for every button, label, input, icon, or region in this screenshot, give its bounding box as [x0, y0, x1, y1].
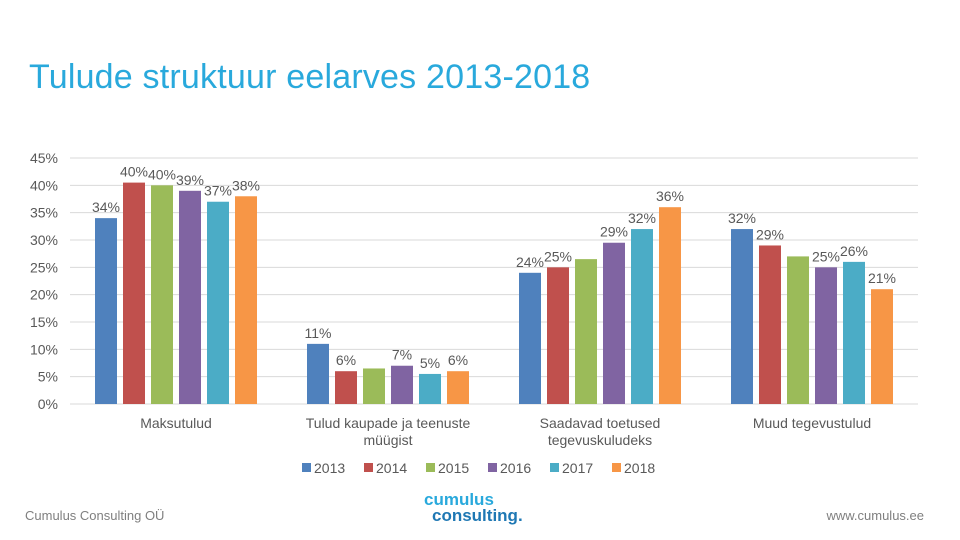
bar-2013 [519, 272, 541, 404]
footer-company: Cumulus Consulting OÜ [25, 508, 165, 523]
x-category-label: müügist [363, 432, 412, 448]
data-labels: 34%40% 40% 39%37% 38%11%6% 7%5% 6%24% 25%29%32… [92, 164, 896, 371]
bar-2015 [151, 185, 173, 404]
bar-2014 [759, 245, 781, 404]
legend-label: 2013 [314, 460, 345, 476]
x-axis-labels: Maksutulud Tulud kaupade ja teenustemüügi… [140, 415, 871, 448]
bars [95, 182, 893, 404]
data-label: 11% [305, 325, 332, 341]
data-label: 26% [840, 243, 868, 259]
y-tick-label: 20% [30, 287, 58, 303]
data-label: 32% [728, 210, 756, 226]
bar-2017 [419, 373, 441, 404]
data-label: 29% [600, 224, 628, 240]
y-axis-ticks: 0% 5% 10% 15% 20% 25% 30% 35% 40% 45% [30, 150, 58, 412]
data-label: 25% [812, 248, 840, 264]
bar-2018 [235, 196, 257, 404]
legend-swatch-2015 [426, 463, 435, 472]
bar-2013 [731, 229, 753, 404]
data-label: 36% [656, 188, 684, 204]
data-label: 39% [176, 172, 204, 188]
y-tick-label: 15% [30, 314, 58, 330]
bar-2015 [363, 368, 385, 404]
logo-line2: consulting. [420, 506, 540, 525]
y-tick-label: 25% [30, 259, 58, 275]
y-tick-label: 35% [30, 205, 58, 221]
bar-2014 [547, 267, 569, 404]
legend-label: 2018 [624, 460, 655, 476]
bar-2014 [335, 371, 357, 404]
slide-title: Tulude struktuur eelarves 2013-2018 [29, 58, 591, 96]
y-tick-label: 5% [38, 369, 58, 385]
legend-label: 2016 [500, 460, 531, 476]
bar-2013 [307, 343, 329, 404]
logo-line1: cumulus [424, 490, 494, 509]
y-tick-label: 30% [30, 232, 58, 248]
data-label: 21% [868, 270, 896, 286]
footer-url[interactable]: www.cumulus.ee [826, 508, 924, 523]
data-label: 24% [516, 254, 544, 270]
y-tick-label: 45% [30, 150, 58, 166]
logo-word: consulting [432, 506, 518, 525]
logo-dot: . [517, 506, 523, 525]
bar-2016 [815, 267, 837, 404]
x-category-label: Muud tegevustulud [753, 415, 871, 431]
bar-2018 [447, 371, 469, 404]
bar-2017 [207, 201, 229, 404]
x-category-label: Saadavad toetused [540, 415, 661, 431]
data-label: 38% [232, 177, 260, 193]
legend: 2013 2014 2015 2016 2017 2018 [302, 460, 655, 476]
bar-2014 [123, 182, 145, 404]
y-tick-label: 40% [30, 177, 58, 193]
bar-2017 [843, 261, 865, 404]
bar-2018 [871, 289, 893, 404]
bar-2017 [631, 229, 653, 404]
data-label: 29% [756, 226, 784, 242]
bar-2016 [179, 190, 201, 404]
bar-2015 [787, 256, 809, 404]
cumulus-logo: cumulus consulting. [420, 490, 540, 525]
data-label: 6% [336, 352, 356, 368]
data-label: 40% [148, 166, 176, 182]
y-tick-label: 10% [30, 341, 58, 357]
data-label: 6% [448, 352, 468, 368]
data-label: 37% [204, 183, 232, 199]
x-category-label: tegevuskuludeks [548, 432, 652, 448]
legend-label: 2014 [376, 460, 407, 476]
bar-2013 [95, 218, 117, 404]
legend-label: 2015 [438, 460, 469, 476]
legend-swatch-2018 [612, 463, 621, 472]
legend-swatch-2017 [550, 463, 559, 472]
bar-2016 [391, 365, 413, 404]
y-tick-label: 0% [38, 396, 58, 412]
data-label: 5% [420, 355, 440, 371]
data-label: 32% [628, 210, 656, 226]
legend-swatch-2016 [488, 463, 497, 472]
legend-label: 2017 [562, 460, 593, 476]
data-label: 25% [544, 248, 572, 264]
bar-2015 [575, 259, 597, 404]
legend-swatch-2014 [364, 463, 373, 472]
data-label: 7% [392, 347, 412, 363]
data-label: 34% [92, 199, 120, 215]
x-category-label: Tulud kaupade ja teenuste [306, 415, 471, 431]
x-category-label: Maksutulud [140, 415, 212, 431]
legend-swatch-2013 [302, 463, 311, 472]
bar-2016 [603, 242, 625, 404]
data-label: 40% [120, 164, 148, 180]
bar-2018 [659, 207, 681, 404]
